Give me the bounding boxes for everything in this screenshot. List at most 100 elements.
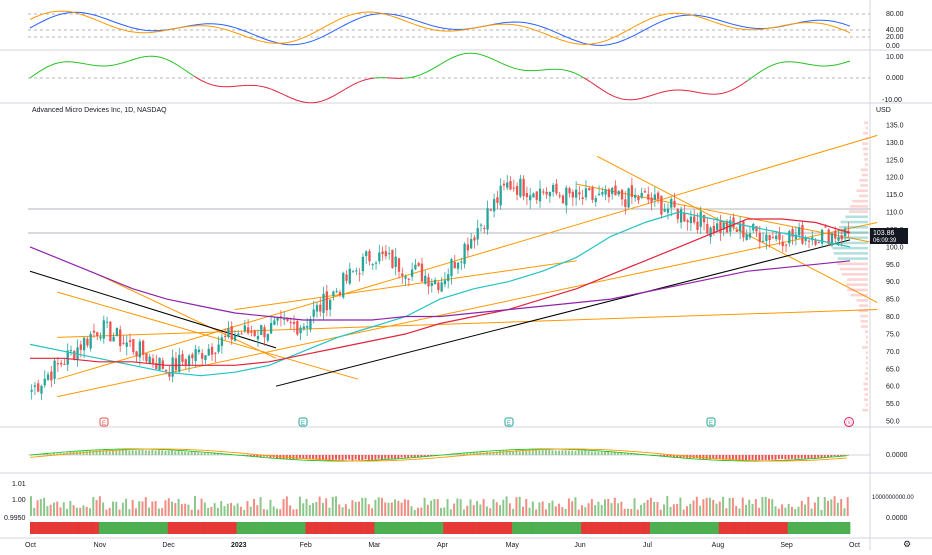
trend-strip-cell bbox=[214, 522, 218, 534]
volume-bar bbox=[368, 504, 370, 516]
profile-bar bbox=[845, 216, 868, 219]
macd-hist-bar bbox=[132, 450, 134, 455]
volume-bar bbox=[450, 509, 452, 516]
candle-body bbox=[496, 197, 498, 203]
volume-bar bbox=[666, 496, 668, 516]
volume-bar bbox=[470, 499, 472, 516]
osc-segment bbox=[370, 78, 374, 79]
volume-bar bbox=[266, 510, 268, 516]
trend-strip-cell bbox=[742, 522, 746, 534]
trend-strip-cell bbox=[843, 522, 847, 534]
price-tick: 135.0 bbox=[886, 122, 904, 129]
profile-bar bbox=[859, 310, 868, 313]
profile-bar bbox=[863, 148, 868, 151]
time-tick: Oct bbox=[849, 542, 860, 549]
candle-body bbox=[129, 340, 131, 342]
macd-hist-bar bbox=[784, 455, 786, 459]
volume-bar bbox=[538, 502, 540, 516]
time-tick: 2023 bbox=[231, 542, 247, 549]
profile-bar bbox=[864, 158, 868, 161]
candle-body bbox=[191, 354, 193, 358]
dividend-marker[interactable]: ⓢ bbox=[845, 418, 854, 428]
trend-strip-cell bbox=[725, 522, 729, 534]
earnings-marker-3[interactable]: E bbox=[505, 418, 513, 427]
candle-body bbox=[149, 357, 151, 364]
volume-bar bbox=[397, 501, 399, 516]
volume-bar bbox=[699, 506, 701, 516]
candle-body bbox=[198, 350, 200, 352]
volume-bar bbox=[158, 508, 160, 516]
macd-hist-bar bbox=[801, 455, 803, 459]
trend-strip-cell bbox=[640, 522, 644, 534]
macd-hist-bar bbox=[89, 451, 91, 455]
trend-strip-cell bbox=[60, 522, 64, 534]
volume-bar bbox=[299, 497, 301, 516]
trend-strip-cell bbox=[617, 522, 621, 534]
trend-strip-cell bbox=[43, 522, 47, 534]
macd-hist-bar bbox=[781, 455, 783, 459]
trend-strip-cell bbox=[30, 522, 34, 534]
trend-strip-cell bbox=[151, 522, 155, 534]
trend-strip-cell bbox=[246, 522, 250, 534]
candle-body bbox=[670, 199, 672, 208]
volume-bar bbox=[447, 499, 449, 516]
volume-bar bbox=[342, 507, 344, 516]
trend-strip-cell bbox=[837, 522, 841, 534]
candle-body bbox=[250, 332, 252, 333]
candle-body bbox=[778, 233, 780, 240]
volume-bar bbox=[56, 502, 58, 516]
trend-strip-cell bbox=[748, 522, 752, 534]
profile-bar bbox=[866, 404, 868, 407]
volume-bar bbox=[663, 504, 665, 516]
trend-strip-cell bbox=[115, 522, 119, 534]
candle-body bbox=[837, 237, 839, 241]
trend-strip-cell bbox=[840, 522, 844, 534]
volume-bar bbox=[817, 497, 819, 516]
candle-body bbox=[437, 283, 439, 291]
profile-bar bbox=[847, 278, 868, 281]
trend-strip-cell bbox=[384, 522, 388, 534]
volume-bar bbox=[519, 497, 521, 516]
profile-bar bbox=[856, 189, 868, 192]
volume-bar bbox=[729, 498, 731, 516]
trend-strip-cell bbox=[696, 522, 700, 534]
time-tick: Mar bbox=[368, 542, 381, 549]
earnings-marker-4[interactable]: E bbox=[707, 418, 715, 427]
volume-bar bbox=[132, 500, 134, 516]
trend-strip-cell bbox=[296, 522, 300, 534]
volume-bar bbox=[502, 500, 504, 516]
macd-hist-bar bbox=[752, 455, 754, 460]
macd-hist-bar bbox=[401, 455, 403, 458]
osc-segment bbox=[407, 77, 411, 78]
trend-strip-cell bbox=[33, 522, 37, 534]
trend-strip-cell bbox=[515, 522, 519, 534]
candle-body bbox=[411, 270, 413, 277]
earnings-marker-1[interactable]: E bbox=[100, 418, 108, 427]
volume-bar bbox=[194, 496, 196, 516]
candle-body bbox=[654, 194, 656, 199]
earnings-marker-2[interactable]: E bbox=[299, 418, 307, 427]
candle-body bbox=[582, 197, 584, 199]
trend-strip-cell bbox=[601, 522, 605, 534]
volume-bar bbox=[473, 505, 475, 516]
volume-bar bbox=[50, 505, 52, 516]
vol-right-tick-1: 1000000000.00 bbox=[872, 495, 914, 501]
candle-body bbox=[509, 181, 511, 190]
volume-bar bbox=[417, 508, 419, 516]
trend-strip-cell bbox=[450, 522, 454, 534]
volume-bar bbox=[46, 506, 48, 516]
macd-hist-bar bbox=[588, 451, 590, 455]
candle-body bbox=[244, 325, 246, 331]
settings-button[interactable]: ⚙ bbox=[903, 539, 911, 549]
candle-body bbox=[96, 332, 98, 336]
gear-icon[interactable]: ⚙ bbox=[903, 539, 911, 549]
trend-strip-cell bbox=[752, 522, 756, 534]
macd-hist-bar bbox=[496, 451, 498, 455]
trend-strip-cell bbox=[834, 522, 838, 534]
volume-bar bbox=[401, 503, 403, 516]
candle-body bbox=[378, 253, 380, 262]
price-tick: 55.0 bbox=[886, 401, 900, 408]
trend-strip-cell bbox=[607, 522, 611, 534]
profile-bar bbox=[841, 221, 868, 224]
